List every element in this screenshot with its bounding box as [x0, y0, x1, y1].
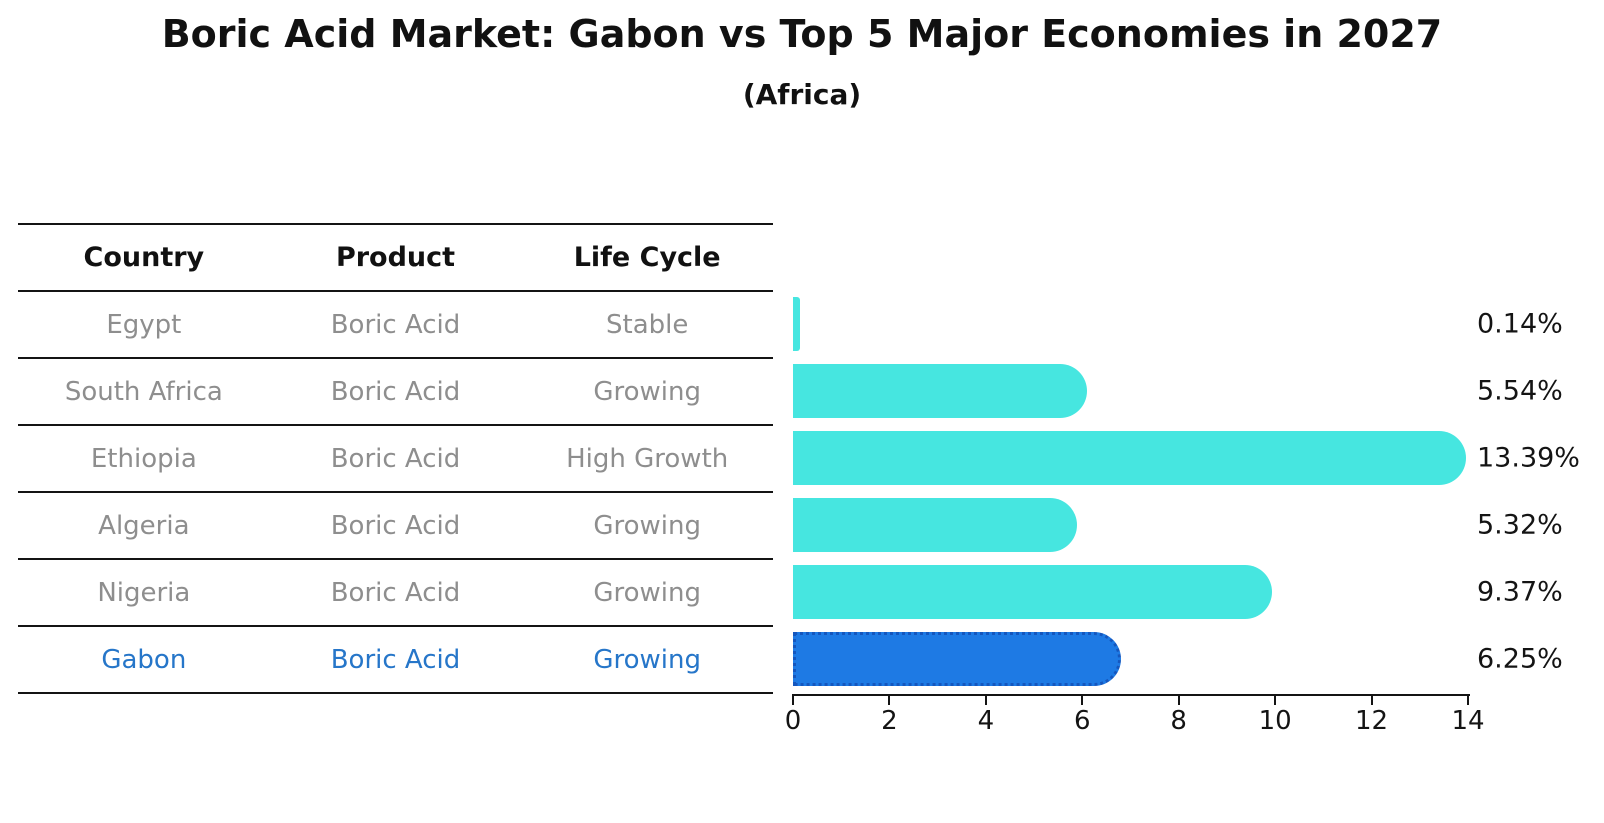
- table-row-gabon: Gabon Boric Acid Growing: [18, 625, 773, 692]
- table-row-egypt: Egypt Boric Acid Stable: [18, 290, 773, 357]
- x-tick-label-4: 4: [977, 706, 995, 736]
- x-tick-4: [984, 696, 987, 705]
- x-tick-label-14: 14: [1451, 706, 1485, 736]
- x-tick-label-8: 8: [1170, 706, 1187, 736]
- x-tick-10: [1274, 696, 1277, 705]
- chart-subtitle: (Africa): [742, 78, 862, 111]
- value-label-algeria: 5.32%: [1477, 509, 1563, 540]
- table-row-nigeria: Nigeria Boric Acid Growing: [18, 558, 773, 625]
- x-tick-12: [1370, 696, 1373, 705]
- chart-title: Boric Acid Market: Gabon vs Top 5 Major …: [161, 12, 1443, 56]
- x-tick-label-10: 10: [1258, 706, 1292, 736]
- table-cell-product: Boric Acid: [330, 376, 461, 407]
- x-tick-label-6: 6: [1074, 706, 1091, 736]
- table-cell-product: Boric Acid: [330, 443, 461, 474]
- value-label-gabon: 6.25%: [1477, 643, 1563, 674]
- x-tick-2: [888, 696, 891, 705]
- bar-gabon: [793, 631, 1122, 686]
- value-label-nigeria: 9.37%: [1477, 576, 1563, 607]
- table-cell-product: Boric Acid: [330, 577, 461, 608]
- table-header-country: Country: [83, 242, 205, 273]
- table-cell-product: Boric Acid: [330, 309, 461, 340]
- table-header-row: Country Product Life Cycle: [18, 223, 773, 290]
- table-cell-life-cycle: Growing: [593, 577, 701, 608]
- value-label-ethiopia: 13.39%: [1477, 442, 1580, 473]
- table-body: Egypt Boric Acid Stable South Africa Boric A…: [18, 290, 773, 692]
- bar-algeria: [793, 497, 1077, 552]
- value-label-egypt: 0.14%: [1477, 308, 1563, 339]
- x-axis-line: [792, 694, 1470, 696]
- table-cell-country: South Africa: [64, 376, 223, 407]
- bar-south-africa: [793, 363, 1088, 418]
- x-tick-8: [1177, 696, 1180, 705]
- table-cell-country: Ethiopia: [90, 443, 197, 474]
- country-table: Country Product Life Cycle Egypt Boric Ac…: [18, 223, 773, 694]
- x-tick-0: [792, 696, 794, 705]
- table-cell-product: Boric Acid: [330, 644, 461, 675]
- table-cell-life-cycle: Growing: [593, 510, 701, 541]
- x-tick-14: [1467, 696, 1469, 705]
- bar-egypt: [793, 296, 800, 351]
- table-header-life-cycle: Life Cycle: [573, 242, 721, 273]
- table-header-product: Product: [335, 242, 456, 273]
- table-cell-product: Boric Acid: [330, 510, 461, 541]
- table-cell-country: Algeria: [98, 510, 190, 541]
- x-tick-label-12: 12: [1355, 706, 1389, 736]
- x-tick-6: [1081, 696, 1084, 705]
- table-cell-country: Egypt: [106, 309, 182, 340]
- value-label-south-africa: 5.54%: [1477, 375, 1563, 406]
- bar-ethiopia: [793, 430, 1466, 485]
- bar-nigeria: [793, 564, 1272, 619]
- x-tick-label-0: 0: [784, 706, 802, 736]
- table-cell-life-cycle: Growing: [593, 376, 701, 407]
- table-cell-country: Nigeria: [97, 577, 191, 608]
- table-cell-life-cycle: Growing: [593, 644, 701, 675]
- table-row-ethiopia: Ethiopia Boric Acid High Growth: [18, 424, 773, 491]
- table-cell-life-cycle: Stable: [606, 309, 689, 340]
- table-cell-life-cycle: High Growth: [566, 443, 729, 474]
- table-cell-country: Gabon: [101, 644, 187, 675]
- table-row-algeria: Algeria Boric Acid Growing: [18, 491, 773, 558]
- table-row-south-africa: South Africa Boric Acid Growing: [18, 357, 773, 424]
- x-tick-label-2: 2: [881, 706, 898, 736]
